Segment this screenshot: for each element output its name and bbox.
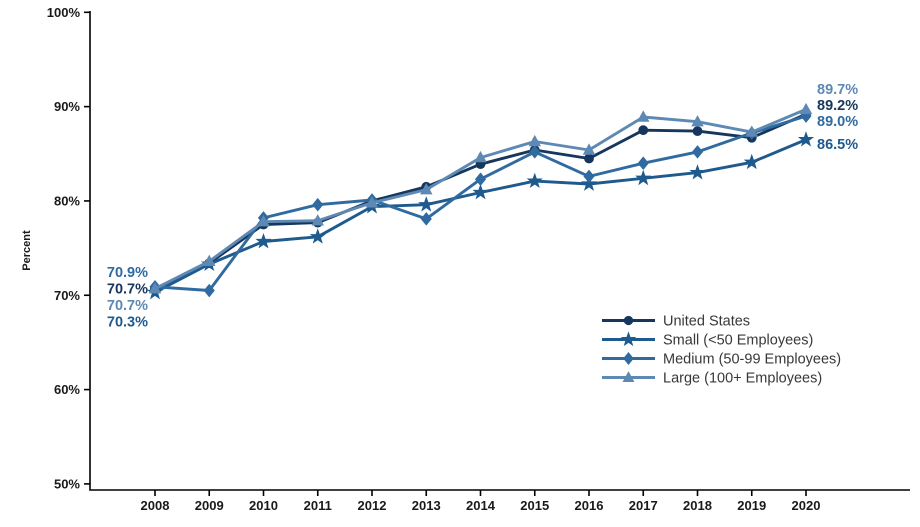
start-value-label: 70.3% — [107, 315, 148, 331]
legend-item: Small (<50 Employees) — [602, 331, 813, 349]
star-icon — [620, 331, 637, 347]
triangle-marker — [745, 125, 758, 137]
end-value-label: 89.0% — [817, 114, 858, 130]
star-marker — [797, 131, 815, 147]
series-triangle — [148, 102, 813, 294]
star-marker — [472, 183, 489, 200]
triangle-marker — [257, 215, 270, 227]
diamond-marker — [203, 283, 215, 298]
legend-item: Medium (50-99 Employees) — [602, 352, 841, 368]
x-tick-label: 2020 — [792, 498, 821, 513]
diamond-marker — [420, 212, 432, 226]
star-marker — [580, 175, 598, 191]
y-tick-label: 60% — [54, 382, 80, 397]
end-value-label: 89.7% — [817, 82, 858, 98]
legend-label: United States — [663, 314, 750, 330]
legend-label: Large (100+ Employees) — [663, 371, 822, 387]
diamond-marker — [583, 169, 595, 184]
circle-marker — [638, 125, 649, 136]
diamond-marker — [312, 197, 324, 212]
star-marker — [309, 228, 326, 244]
end-value-label: 86.5% — [817, 137, 858, 153]
star-marker — [418, 196, 435, 212]
star-marker — [635, 169, 652, 186]
legend-item: United States — [602, 314, 750, 330]
diamond-marker — [691, 145, 704, 159]
x-tick-label: 2017 — [629, 498, 658, 513]
triangle-icon — [622, 371, 635, 382]
y-tick-label: 100% — [47, 5, 81, 20]
axis-lines — [89, 11, 910, 491]
series-diamond — [149, 109, 812, 298]
start-value-label: 70.9% — [107, 265, 148, 281]
circle-icon — [623, 315, 634, 326]
legend-label: Small (<50 Employees) — [663, 333, 813, 349]
triangle-marker — [148, 282, 162, 294]
star-marker — [689, 164, 706, 180]
diamond-icon — [623, 352, 634, 365]
x-tick-label: 2009 — [195, 498, 224, 513]
triangle-marker — [637, 110, 650, 122]
diamond-marker — [637, 156, 649, 171]
series-line — [154, 114, 807, 292]
triangle-marker — [528, 134, 541, 147]
y-axis-title: Percent — [21, 230, 33, 271]
x-tick-label: 2013 — [412, 498, 441, 513]
end-value-label: 89.2% — [817, 98, 858, 114]
y-tick-label: 80% — [54, 193, 80, 208]
x-tick-label: 2010 — [249, 498, 278, 513]
start-value-labels: 70.9%70.7%70.7%70.3% — [107, 265, 148, 331]
y-axis-ticks: 50% 60% 70% 80% 90% 100% — [47, 5, 90, 491]
start-value-label: 70.7% — [107, 282, 148, 298]
triangle-marker — [691, 115, 704, 127]
x-tick-label: 2012 — [358, 498, 387, 513]
end-value-labels: 89.7%89.2%89.0% 86.5% — [817, 82, 858, 153]
star-marker — [743, 153, 760, 170]
circle-marker — [692, 126, 703, 137]
legend-label: Medium (50-99 Employees) — [663, 352, 841, 368]
legend-item: Large (100+ Employees) — [602, 371, 822, 387]
series-circle — [150, 109, 811, 294]
x-axis-ticks: 2008 2009 2010 2011 2012 2013 2014 2015 2016 2017… — [141, 490, 821, 513]
triangle-marker — [799, 102, 813, 115]
x-tick-label: 2008 — [141, 498, 170, 513]
y-tick-label: 50% — [54, 476, 80, 491]
triangle-marker — [365, 196, 379, 208]
star-marker — [526, 172, 543, 189]
x-tick-label: 2014 — [466, 498, 496, 513]
triangle-marker — [582, 143, 596, 155]
x-tick-label: 2018 — [683, 498, 712, 513]
axes — [89, 11, 910, 491]
series-line — [154, 112, 807, 291]
y-tick-label: 70% — [54, 288, 80, 303]
triangle-marker — [203, 254, 216, 267]
diamond-marker — [529, 145, 541, 159]
triangle-marker — [474, 150, 487, 163]
x-tick-label: 2019 — [737, 498, 766, 513]
triangle-marker — [311, 214, 324, 226]
legend: United States Small (<50 Employees) Medium… — [602, 314, 841, 387]
triangle-marker — [420, 182, 433, 195]
start-value-label: 70.7% — [107, 298, 148, 314]
x-tick-label: 2016 — [575, 498, 604, 513]
star-marker — [255, 232, 272, 249]
circle-marker — [584, 153, 594, 164]
y-tick-label: 90% — [54, 99, 80, 114]
x-tick-label: 2015 — [520, 498, 549, 513]
x-tick-label: 2011 — [304, 498, 332, 513]
diamond-marker — [474, 172, 487, 187]
series-line — [154, 108, 807, 290]
